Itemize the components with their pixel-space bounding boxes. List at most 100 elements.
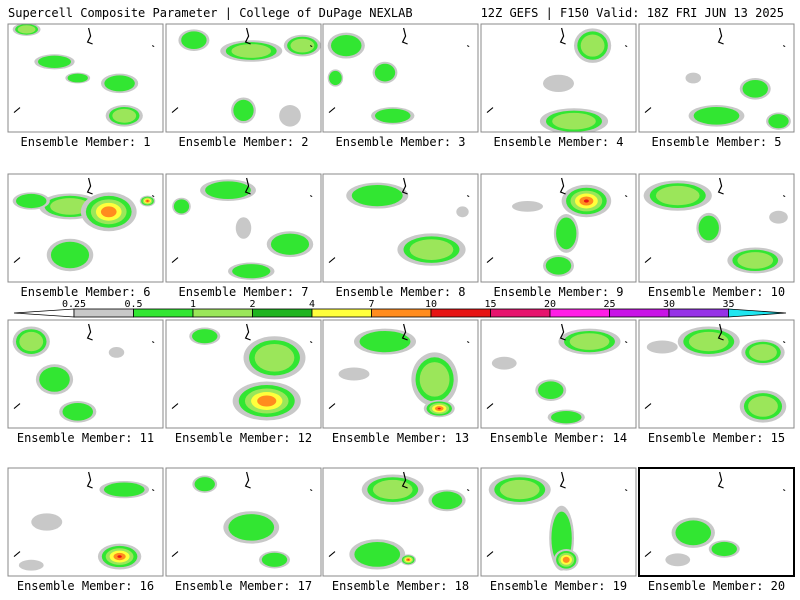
panel-title: Ensemble Member: 13 <box>332 431 469 445</box>
ensemble-panel: Ensemble Member: 9 <box>480 173 637 299</box>
colorbar-segment <box>609 308 670 318</box>
ensemble-panel: Ensemble Member: 8 <box>322 173 479 299</box>
scp-contour <box>675 520 712 546</box>
colorbar-segment <box>430 308 491 318</box>
ensemble-panel: Ensemble Member: 18 <box>322 467 479 593</box>
colorbar-label: 1 <box>190 299 196 310</box>
scp-contour <box>768 114 789 129</box>
scp-contour <box>181 31 207 50</box>
panel-title: Ensemble Member: 10 <box>648 285 785 299</box>
colorbar-segment <box>728 308 787 318</box>
panel-title: Ensemble Member: 15 <box>648 431 785 445</box>
panel-border <box>7 319 164 429</box>
scp-contour <box>499 479 540 500</box>
ensemble-panel: Ensemble Member: 2 <box>165 23 322 149</box>
scp-contour <box>146 200 149 202</box>
scp-contour <box>374 108 411 123</box>
ensemble-panel: Ensemble Member: 19 <box>480 467 637 593</box>
scp-contour <box>50 198 90 215</box>
scp-contour <box>50 241 90 269</box>
scp-contour <box>18 559 44 571</box>
ensemble-panel: Ensemble Member: 13 <box>322 319 479 445</box>
panel-border <box>638 173 795 283</box>
scp-contour <box>261 552 288 567</box>
ensemble-panel: Ensemble Member: 12 <box>165 319 322 445</box>
coastline <box>401 177 408 195</box>
coastline <box>782 489 786 492</box>
scp-contour <box>104 75 135 92</box>
scp-contour <box>431 491 463 510</box>
coastline <box>559 323 566 341</box>
scp-contour <box>552 112 596 130</box>
scp-contour <box>456 206 469 218</box>
scp-contour <box>512 201 543 212</box>
ensemble-panel: Ensemble Member: 7 <box>165 173 322 299</box>
coastline <box>244 177 251 195</box>
coastline <box>401 323 408 341</box>
scp-contour <box>538 381 564 400</box>
coastline <box>624 341 628 344</box>
scp-contour <box>233 99 254 122</box>
scp-contour <box>235 217 252 239</box>
coastline <box>309 341 313 344</box>
scp-contour <box>685 72 701 84</box>
scp-contour <box>19 331 44 352</box>
scp-contour <box>569 333 610 350</box>
ensemble-panel: Ensemble Member: 10 <box>638 173 795 299</box>
coastline <box>309 195 313 198</box>
panel-title: Ensemble Member: 18 <box>332 579 469 593</box>
chart-title: Supercell Composite Parameter | College … <box>8 6 413 20</box>
coastline <box>782 195 786 198</box>
ensemble-panel: Ensemble Member: 5 <box>638 23 795 149</box>
panel-title: Ensemble Member: 7 <box>178 285 308 299</box>
scp-contour <box>742 79 768 98</box>
panel-title: Ensemble Member: 16 <box>17 579 154 593</box>
coastline <box>486 107 494 113</box>
scp-contour <box>194 477 215 492</box>
coastline <box>466 45 470 48</box>
colorbar-label: 20 <box>544 299 556 310</box>
scp-contour <box>17 25 36 34</box>
colorbar-segment <box>133 308 194 318</box>
panel-border <box>480 467 637 577</box>
scp-contour <box>290 38 315 53</box>
scp-contour <box>580 34 605 57</box>
scp-contour <box>374 63 396 82</box>
scp-contour <box>257 395 277 407</box>
scp-contour <box>354 542 401 567</box>
coastline <box>717 323 724 341</box>
coastline <box>171 107 179 113</box>
scp-contour <box>100 206 117 218</box>
coastline <box>86 323 93 341</box>
coastline <box>86 177 93 195</box>
panel-border <box>165 467 322 577</box>
panel-background <box>639 468 794 576</box>
coastline <box>13 551 21 557</box>
panel-title: Ensemble Member: 3 <box>335 135 465 149</box>
coastline <box>309 489 313 492</box>
coastline <box>13 257 21 263</box>
ensemble-panel: Ensemble Member: 3 <box>322 23 479 149</box>
colorbar-label: 15 <box>484 299 496 310</box>
coastline <box>86 471 93 489</box>
colorbar-segment <box>252 308 313 318</box>
coastline <box>328 551 336 557</box>
scp-contour <box>232 264 271 279</box>
coastline <box>171 257 179 263</box>
scp-contour <box>688 331 729 352</box>
ensemble-panel: Ensemble Member: 6 <box>7 173 164 299</box>
coastline <box>151 45 155 48</box>
coastline <box>644 257 652 263</box>
scp-contour <box>693 106 740 125</box>
run-info: 12Z GEFS | F150 Valid: 18Z FRI JUN 13 20… <box>480 6 784 20</box>
panel-border <box>480 173 637 283</box>
colorbar-segment <box>311 308 372 318</box>
panel-title: Ensemble Member: 9 <box>493 285 623 299</box>
panel-border <box>322 467 479 577</box>
coastline <box>782 45 786 48</box>
scp-contour <box>15 193 47 209</box>
panel-border <box>165 23 322 133</box>
coastline <box>466 341 470 344</box>
panel-border <box>165 319 322 429</box>
